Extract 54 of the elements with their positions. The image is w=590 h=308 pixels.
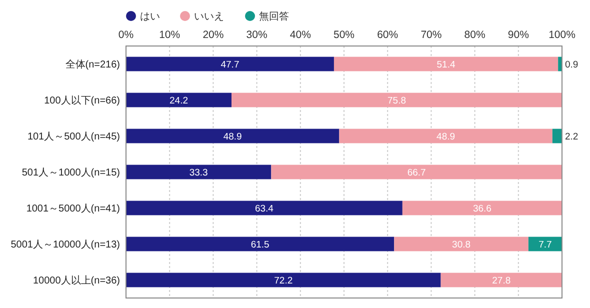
data-label: 72.2 (274, 275, 293, 286)
bar (339, 128, 552, 144)
data-label: 36.6 (472, 203, 492, 214)
bar (271, 164, 562, 180)
x-tick-label: 70% (420, 29, 442, 41)
legend-label: いいえ (194, 12, 224, 22)
data-label: 48.9 (223, 131, 242, 142)
data-label: 0.9 (565, 59, 578, 70)
y-tick-label: 101人～500人(n=45) (27, 132, 120, 142)
data-label: 7.7 (538, 239, 552, 250)
x-tick-label: 20% (202, 29, 224, 41)
data-label: 51.4 (436, 59, 456, 70)
bar (232, 92, 562, 108)
data-label: 75.8 (388, 95, 406, 106)
legend-label: 無回答 (259, 10, 289, 22)
y-tick-label: 5001人～10000人(n=13) (10, 240, 120, 250)
bar (394, 236, 528, 252)
data-label: 47.7 (220, 59, 240, 70)
y-tick-label: 501人～1000人(n=15) (22, 168, 120, 178)
y-tick-label: 10000人以上(n=36) (33, 274, 120, 286)
bar (126, 56, 334, 72)
data-label: 24.2 (170, 95, 188, 106)
bar (126, 236, 394, 252)
x-tick-label: 80% (464, 29, 486, 41)
data-label: 48.9 (436, 131, 456, 142)
data-label: 33.3 (189, 167, 208, 178)
data-label: 27.8 (492, 275, 511, 286)
bar (552, 128, 562, 144)
data-label: 61.5 (250, 239, 270, 250)
bar (402, 200, 562, 216)
bar (334, 56, 558, 72)
x-tick-label: 50% (333, 29, 355, 41)
bar (440, 272, 562, 288)
x-tick-label: 100% (548, 29, 576, 41)
x-tick-label: 90% (508, 29, 529, 41)
x-tick-label: 40% (290, 29, 311, 41)
bar (126, 200, 402, 216)
x-tick-label: 0% (118, 29, 134, 41)
y-tick-label: 1001～5000人(n=41) (26, 204, 120, 214)
legend-label: はい (140, 12, 160, 22)
data-label: 30.8 (452, 239, 471, 250)
data-label: 2.2 (565, 131, 578, 142)
x-tick-label: 10% (159, 29, 180, 41)
data-label: 66.7 (407, 167, 426, 178)
bar (126, 272, 441, 288)
y-tick-label: 100人以下(n=66) (44, 94, 120, 106)
data-label: 63.4 (254, 203, 274, 214)
bar (126, 164, 272, 180)
x-tick-label: 30% (246, 29, 268, 41)
bar (528, 236, 562, 252)
x-tick-label: 60% (377, 29, 398, 41)
bar (126, 128, 340, 144)
bar (126, 92, 232, 108)
y-tick-label: 全体(n=216) (65, 58, 120, 70)
